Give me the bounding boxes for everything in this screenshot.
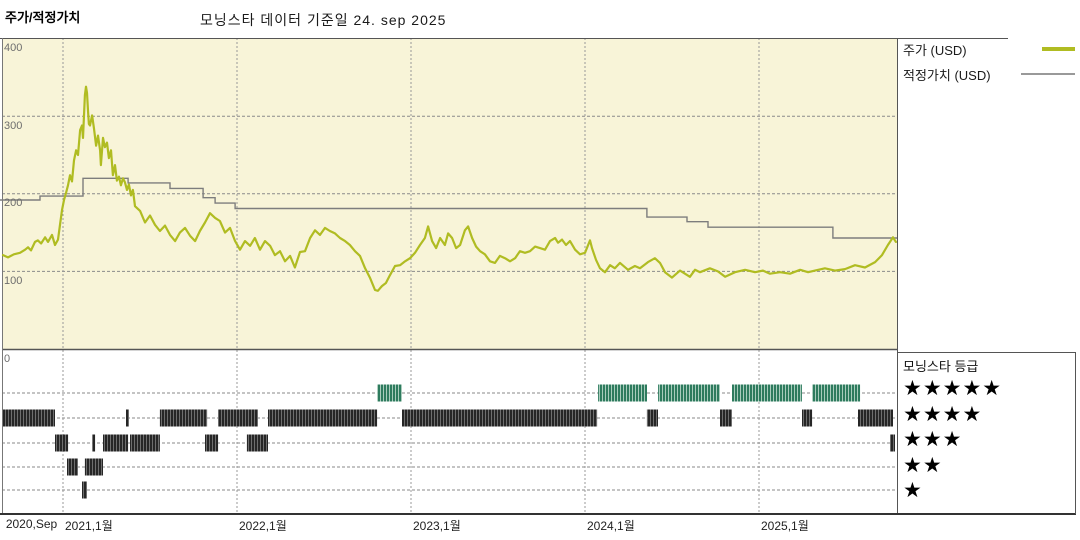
- price-line-swatch: [1042, 47, 1075, 51]
- fair-value-line-swatch: [1021, 73, 1075, 75]
- y-axis-tick-label: 400: [4, 42, 23, 55]
- rating-row-3-stars: ★★★: [903, 428, 963, 451]
- rating-row-4-stars: ★★★★: [903, 402, 983, 426]
- rating-row-2-stars: ★★: [903, 453, 943, 477]
- rating-legend-title: 모닝스타 등급: [903, 359, 979, 374]
- x-axis-tick-label: 2021,1월: [65, 519, 113, 533]
- x-axis-tick-label: 2023,1월: [413, 519, 461, 533]
- legend-price-label: 주가 (USD): [903, 42, 967, 58]
- y-axis-tick-label: 200: [4, 197, 23, 210]
- y-axis-tick-label: 300: [4, 119, 23, 132]
- legend-item-fair-value: 적정가치 (USD): [903, 66, 1075, 83]
- legend-item-price: 주가 (USD): [903, 41, 1075, 58]
- x-axis-tick-label: 2020,Sep: [5, 517, 58, 531]
- legend-fair-value-label: 적정가치 (USD): [903, 67, 991, 83]
- y-axis-tick-label: 100: [4, 274, 23, 287]
- x-axis-tick-label: 2025,1월: [761, 519, 809, 533]
- rating-row-1-star: ★: [903, 479, 923, 502]
- x-axis-tick-label: 2022,1월: [239, 519, 287, 533]
- x-axis-tick-label: 2024,1월: [587, 519, 635, 533]
- y-axis-tick-label: 0: [4, 352, 11, 365]
- rating-row-5-stars: ★★★★★: [903, 377, 1003, 400]
- chart-title: 모닝스타 데이터 기준일 24. sep 2025: [200, 12, 447, 28]
- section-title: 주가/적정가치: [5, 10, 81, 25]
